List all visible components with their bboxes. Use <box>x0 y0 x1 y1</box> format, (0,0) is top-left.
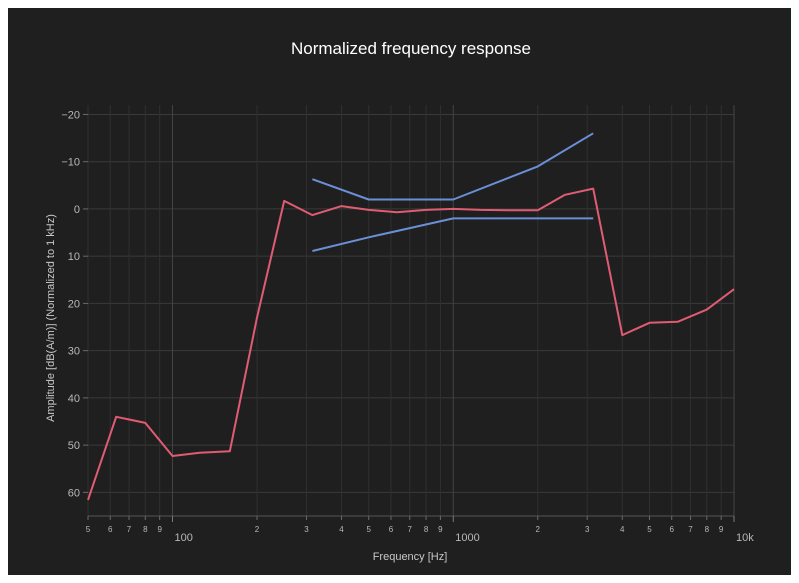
x-minor-tick-label: 2 <box>255 525 260 534</box>
x-minor-tick-label: 7 <box>408 525 413 534</box>
x-major-tick-label: 1000 <box>455 532 479 544</box>
x-minor-tick-label: 8 <box>143 525 148 534</box>
x-minor-tick-label: 4 <box>339 525 344 534</box>
y-tick-label: 30 <box>68 346 80 358</box>
x-minor-tick-label: 8 <box>424 525 429 534</box>
x-minor-tick-label: 5 <box>367 525 372 534</box>
grid <box>87 105 735 517</box>
chart-title: Normalized frequency response <box>291 39 531 58</box>
x-minor-tick-label: 6 <box>108 525 113 534</box>
series-line <box>312 132 594 201</box>
x-minor-tick-label: 9 <box>157 525 162 534</box>
x-minor-tick-label: 7 <box>127 525 132 534</box>
y-tick-label: 40 <box>68 393 80 405</box>
x-minor-tick-label: 6 <box>669 525 674 534</box>
x-axis-title: Frequency [Hz] <box>373 551 448 563</box>
series-line <box>87 187 735 501</box>
y-tick-label: 60 <box>68 487 80 499</box>
y-tick-label: 50 <box>68 440 80 452</box>
series-1 <box>312 132 594 201</box>
x-minor-tick-label: 7 <box>688 525 693 534</box>
series-2 <box>312 217 594 252</box>
y-tick-label: −20 <box>61 109 80 121</box>
y-tick-label: 0 <box>74 204 80 216</box>
x-minor-tick-label: 4 <box>620 525 625 534</box>
x-major-tick-label: 100 <box>175 532 193 544</box>
x-major-tick-label: 10k <box>736 532 754 544</box>
y-tick-label: −10 <box>61 157 80 169</box>
series-line <box>312 217 594 252</box>
y-tick-label: 20 <box>68 298 80 310</box>
y-axis-title: Amplitude [dB(A/m)] (Normalized to 1 kHz… <box>45 214 57 422</box>
x-minor-tick-label: 3 <box>304 525 309 534</box>
x-minor-tick-label: 3 <box>585 525 590 534</box>
x-minor-tick-label: 8 <box>705 525 710 534</box>
x-minor-tick-label: 6 <box>389 525 394 534</box>
y-tick-label: 10 <box>68 251 80 263</box>
x-minor-tick-label: 9 <box>438 525 443 534</box>
x-minor-tick-label: 2 <box>536 525 541 534</box>
x-minor-tick-label: 9 <box>719 525 724 534</box>
series-layer <box>87 132 735 501</box>
y-axis-ticks: −20 −10 0 10 20 30 40 50 60 <box>61 109 88 499</box>
series-0 <box>87 187 735 501</box>
x-minor-tick-label: 5 <box>647 525 652 534</box>
x-minor-tick-label: 5 <box>86 525 91 534</box>
